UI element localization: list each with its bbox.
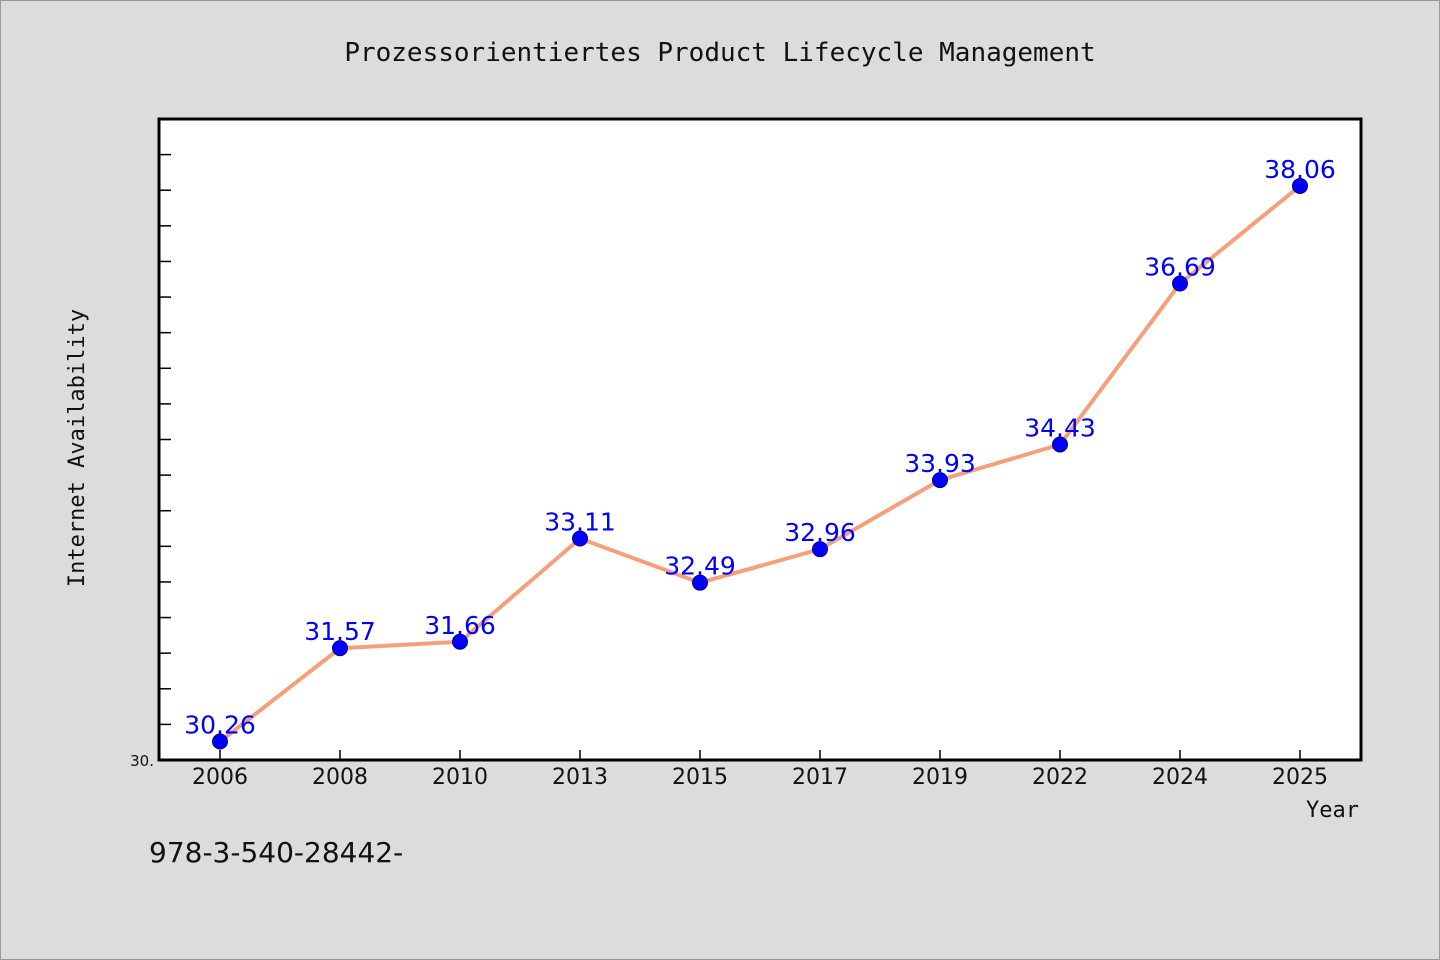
series-layer: 30.26 31.57 31.66 33.11 32.49 32.96 33.93 34.43… [184,155,1336,750]
data-label: 30.26 [184,710,256,739]
x-axis-ticks: 2006 2008 2010 2013 2015 2017 2019 2022 2024 2025 [192,750,1328,790]
data-label: 33.11 [544,507,616,536]
x-tick-label: 2013 [552,765,608,790]
data-point [212,733,228,750]
x-tick-label: 2010 [432,765,488,790]
data-label: 36.69 [1144,253,1216,282]
x-tick-label: 2025 [1272,765,1328,790]
data-label: 31.57 [304,617,376,646]
data-point [932,472,948,489]
data-point [1052,436,1068,453]
series-line [218,183,1302,744]
y-axis-label: Internet Availability [65,309,90,587]
x-tick-label: 2008 [312,765,368,790]
x-tick-label: 2019 [912,765,968,790]
footer-isbn-text: 978-3-540-28442- [149,836,403,869]
y-tick-label: 30. [130,752,154,770]
x-tick-label: 2017 [792,765,848,790]
x-tick-label: 2015 [672,765,728,790]
data-label: 34.43 [1024,413,1096,442]
data-point [452,633,468,650]
x-tick-label: 2024 [1152,765,1208,790]
data-label: 31.66 [424,611,496,640]
data-label: 38.06 [1264,155,1336,184]
data-label: 32.49 [664,552,736,581]
data-point [692,574,708,591]
x-tick-label: 2006 [192,765,248,790]
data-label: 32.96 [784,518,856,547]
plot-area [157,117,1363,762]
x-tick-label: 2022 [1032,765,1088,790]
data-label: 33.93 [904,449,976,478]
data-point [332,640,348,657]
x-axis-label: Year [1306,798,1359,823]
y-axis-ticks [159,153,171,761]
data-point [812,541,828,558]
chart-title: Prozessorientiertes Product Lifecycle Ma… [344,38,1095,68]
data-point [1292,177,1308,194]
data-point [1172,275,1188,292]
data-point [572,530,588,547]
